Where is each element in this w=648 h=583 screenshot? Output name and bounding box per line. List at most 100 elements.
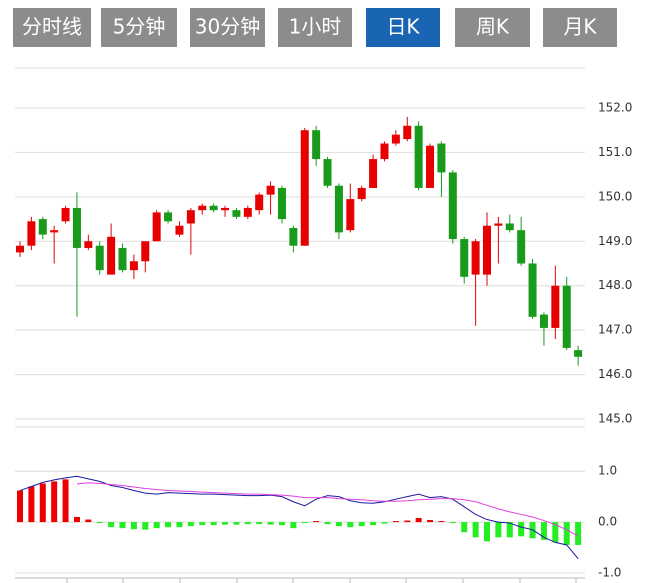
tab-label[interactable]: 1小时 [289, 15, 342, 39]
tab[interactable] [543, 8, 617, 47]
macd-bar [563, 522, 570, 545]
macd-bar [210, 522, 217, 526]
candle-body [118, 247, 127, 271]
macd-bar [301, 522, 308, 524]
macd-bar [347, 522, 354, 528]
y-tick-label: 147.0 [598, 323, 632, 337]
macd-bar [518, 522, 525, 537]
candle-body [380, 143, 389, 160]
macd-bar [335, 522, 342, 527]
candle-body [323, 159, 332, 186]
candle-body [175, 225, 184, 235]
macd-bar [427, 520, 434, 523]
tab-label[interactable]: 月K [563, 15, 597, 39]
candle-body [152, 212, 161, 242]
candle-body [243, 207, 252, 217]
candle-body [38, 219, 47, 235]
macd-bar [290, 522, 297, 529]
tab-label[interactable]: 30分钟 [195, 15, 260, 39]
macd-bar [278, 522, 285, 526]
candle-body [528, 263, 537, 317]
macd-bar [483, 522, 490, 542]
macd-bar [381, 522, 388, 524]
macd-bar [449, 522, 456, 524]
candle-body [232, 210, 241, 217]
macd-bar [28, 486, 35, 523]
candle-body [266, 185, 275, 195]
macd-bar [233, 522, 240, 525]
tab-label[interactable]: 分时线 [22, 15, 82, 39]
macd-bar [85, 519, 92, 523]
macd-bar [313, 521, 320, 523]
candle-body [141, 241, 150, 262]
macd-bar [153, 522, 160, 529]
candle-body [61, 207, 70, 222]
macd-line [19, 475, 579, 559]
macd-bar [108, 522, 115, 528]
tab[interactable] [455, 8, 530, 47]
candle-body [16, 245, 24, 253]
tab[interactable] [190, 8, 265, 47]
candle-body [289, 227, 298, 246]
macd-bar [130, 522, 137, 530]
candle-body [27, 221, 36, 246]
y-tick-label: 150.0 [598, 189, 632, 203]
macd-bar [187, 522, 194, 527]
candle-body [346, 199, 355, 231]
macd-bar [62, 479, 69, 523]
tab[interactable] [278, 8, 352, 47]
macd-bar [404, 520, 411, 523]
macd-bar [438, 521, 445, 523]
tab[interactable] [101, 8, 177, 47]
y-tick-label: 149.0 [598, 234, 632, 248]
macd-bar [51, 481, 58, 523]
macd-bar [575, 522, 582, 545]
candle-body [551, 285, 560, 328]
macd-bar [199, 522, 206, 526]
macd-bar [415, 518, 422, 523]
y-tick-label: 1.0 [598, 464, 617, 478]
candle-body [391, 134, 400, 144]
candle-body [505, 223, 514, 231]
candle-body [471, 241, 480, 275]
tab-label[interactable]: 周K [476, 15, 510, 39]
macd-bar [17, 490, 23, 523]
candle-body [357, 187, 366, 200]
candle-body [221, 207, 230, 211]
candle-body [426, 145, 435, 188]
candle-body [562, 285, 571, 348]
y-tick-label: 146.0 [598, 367, 632, 381]
candle-body [129, 261, 138, 271]
candle-body [517, 230, 526, 264]
macd-bar [495, 522, 502, 538]
y-tick-label: 152.0 [598, 100, 632, 114]
tab-label[interactable]: 日K [386, 15, 420, 39]
macd-bar [506, 522, 513, 538]
macd-bar [358, 522, 365, 527]
candle-body [460, 239, 469, 277]
candle-body [84, 241, 93, 248]
candle-body [50, 230, 59, 233]
macd-bar [39, 483, 46, 523]
y-tick-label: 145.0 [598, 412, 632, 426]
x-axis-ticks [66, 578, 577, 583]
tab[interactable] [13, 8, 91, 47]
candle-body [334, 185, 343, 233]
tab-label[interactable]: 5分钟 [113, 15, 166, 39]
candle-body [107, 236, 116, 275]
candle-body [198, 205, 207, 211]
candle-body [539, 314, 548, 328]
macd-bar [96, 522, 103, 524]
macd-bar [267, 522, 274, 525]
macd-bar [244, 522, 251, 525]
candle-body [403, 125, 412, 140]
macd-bar [392, 521, 399, 523]
macd-bar [540, 522, 547, 540]
macd-bar [461, 522, 468, 533]
candle-body [414, 125, 423, 188]
tab[interactable] [366, 8, 440, 47]
candle-body [312, 130, 321, 160]
candle-body [95, 245, 104, 271]
macd-bar [222, 522, 229, 525]
